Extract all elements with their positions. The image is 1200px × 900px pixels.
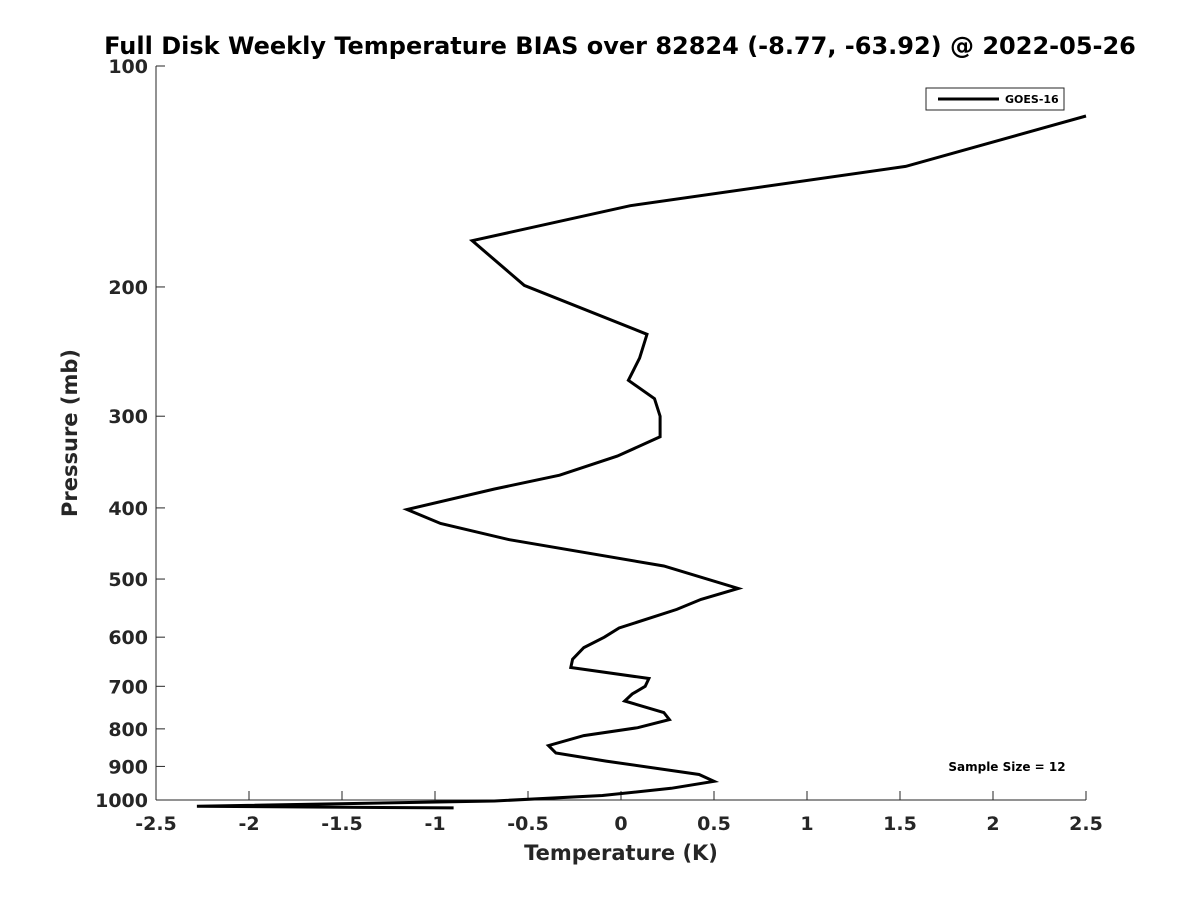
x-tick-label: 2 — [986, 813, 999, 835]
x-tick-label: 1.5 — [883, 813, 917, 835]
y-tick-label: 1000 — [95, 790, 148, 812]
legend-label-goes16: GOES-16 — [1005, 93, 1059, 106]
x-tick-label: -2.5 — [135, 813, 177, 835]
y-tick-label: 200 — [108, 277, 148, 299]
x-tick-label: -1 — [424, 813, 445, 835]
sample-size-annotation: Sample Size = 12 — [948, 760, 1065, 774]
y-tick-label: 700 — [108, 676, 148, 698]
x-tick-label: -2 — [238, 813, 259, 835]
y-tick-label: 400 — [108, 498, 148, 520]
x-tick-label: 1 — [800, 813, 813, 835]
y-tick-label: 900 — [108, 756, 148, 778]
x-tick-label: 0 — [614, 813, 627, 835]
x-axis-label: Temperature (K) — [524, 841, 718, 865]
y-tick-label: 600 — [108, 627, 148, 649]
series-line-goes16 — [196, 114, 1087, 810]
y-ticks: 100 200 300 400 500 600 700 800 900 1000 — [95, 56, 165, 812]
x-tick-label: 2.5 — [1069, 813, 1103, 835]
chart-title: Full Disk Weekly Temperature BIAS over 8… — [104, 32, 1136, 60]
y-tick-label: 300 — [108, 406, 148, 428]
x-tick-label: -0.5 — [507, 813, 549, 835]
x-tick-label: 0.5 — [697, 813, 731, 835]
legend: GOES-16 — [925, 87, 1065, 111]
x-ticks: -2.5 -2 -1.5 -1 -0.5 0 0.5 1 1.5 2 2.5 — [135, 791, 1103, 835]
y-tick-label: 500 — [108, 569, 148, 591]
y-tick-label: 800 — [108, 719, 148, 741]
x-tick-label: -1.5 — [321, 813, 363, 835]
y-axis-label: Pressure (mb) — [58, 349, 82, 517]
y-tick-label: 100 — [108, 56, 148, 78]
